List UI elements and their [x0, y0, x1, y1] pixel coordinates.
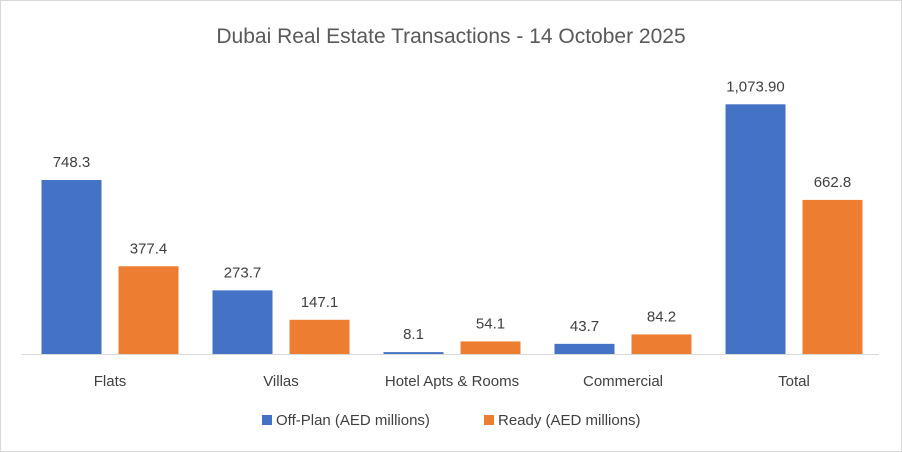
bar-off-plan-commercial — [554, 343, 615, 354]
legend-swatch-ready — [484, 415, 494, 425]
bar-ready-total — [802, 199, 863, 354]
legend-label-off-plan: Off-Plan (AED millions) — [276, 412, 430, 429]
category-label: Commercial — [583, 373, 663, 390]
category-label: Total — [778, 373, 810, 390]
data-label-off-plan-villas: 273.7 — [224, 264, 262, 281]
data-label-ready-total: 662.8 — [814, 174, 852, 191]
category-label: Villas — [263, 373, 299, 390]
chart-title: Dubai Real Estate Transactions - 14 Octo… — [216, 25, 685, 48]
data-label-off-plan-hotel-apts-rooms: 8.1 — [403, 326, 424, 343]
data-label-off-plan-total: 1,073.90 — [726, 78, 784, 95]
bar-off-plan-flats — [41, 180, 102, 354]
legend-label-ready: Ready (AED millions) — [498, 412, 641, 429]
category-label: Flats — [94, 373, 127, 390]
bar-off-plan-villas — [212, 290, 273, 354]
data-label-ready-flats: 377.4 — [130, 240, 168, 257]
data-label-ready-commercial: 84.2 — [647, 308, 676, 325]
data-label-ready-hotel-apts-rooms: 54.1 — [476, 315, 505, 332]
legend: Off-Plan (AED millions) Ready (AED millio… — [262, 412, 641, 429]
bar-ready-hotel-apts-rooms — [460, 341, 521, 354]
bar-ready-commercial — [631, 334, 692, 354]
data-label-off-plan-commercial: 43.7 — [570, 318, 599, 335]
bar-ready-flats — [118, 266, 179, 354]
bar-ready-villas — [289, 319, 350, 354]
data-label-ready-villas: 147.1 — [301, 294, 339, 311]
category-label: Hotel Apts & Rooms — [385, 373, 519, 390]
bar-off-plan-total — [725, 104, 786, 354]
data-label-off-plan-flats: 748.3 — [53, 154, 91, 171]
category-labels: Flats Villas Hotel Apts & Rooms Commercial T… — [94, 373, 810, 390]
legend-swatch-off-plan — [262, 415, 272, 425]
bar-off-plan-hotel-apts-rooms — [383, 352, 444, 354]
bars-group: 748.3 377.4 273.7 147.1 8.1 54.1 43.7 84.2 1,073… — [41, 78, 863, 354]
